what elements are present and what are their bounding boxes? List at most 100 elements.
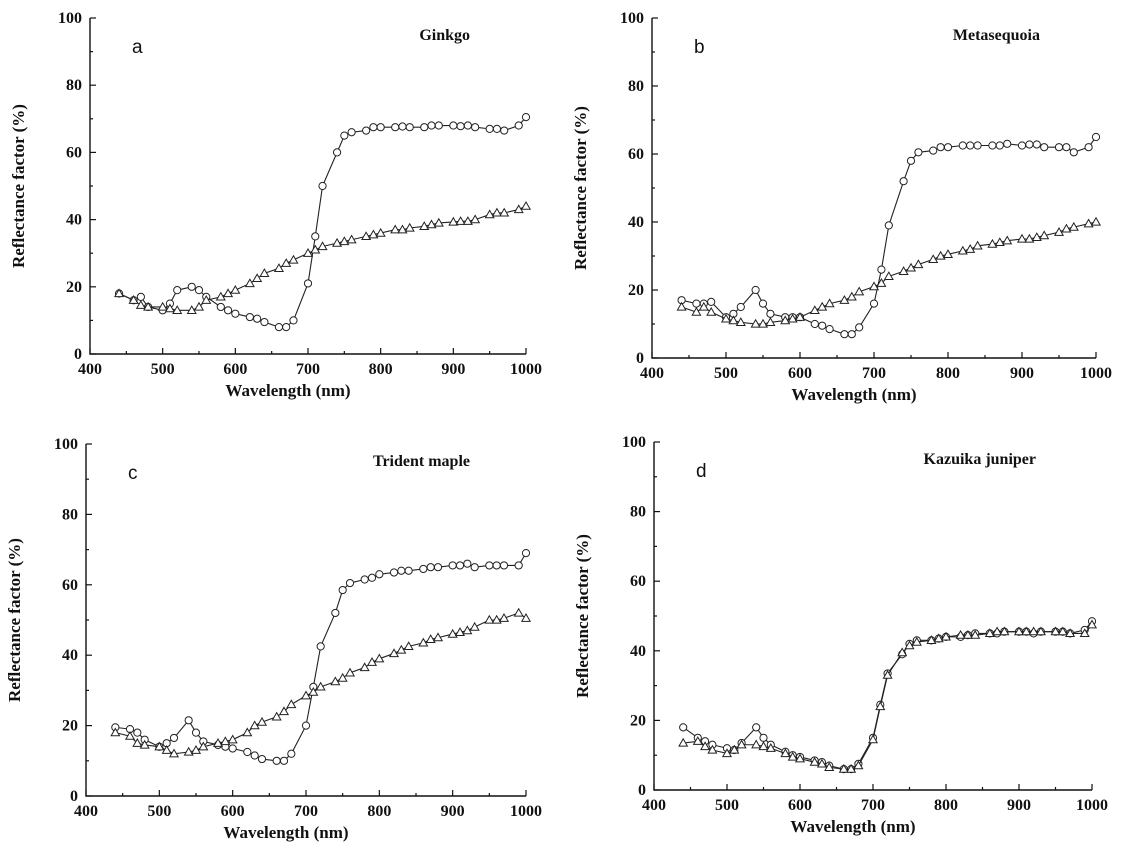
data-point-triangle [259, 268, 270, 278]
x-tick-label: 900 [441, 361, 465, 378]
data-point-triangle [838, 763, 849, 773]
data-point-triangle [491, 207, 502, 217]
data-point-circle [1025, 140, 1034, 149]
data-point-triangle [366, 657, 378, 666]
data-point-triangle [124, 730, 136, 740]
data-point-triangle [447, 628, 458, 638]
data-point-circle [736, 302, 745, 312]
data-point-triangle [794, 311, 806, 321]
data-point-triangle [244, 278, 255, 288]
data-point-triangle [330, 676, 341, 686]
data-point-circle [936, 143, 945, 152]
data-point-circle [692, 299, 701, 308]
x-tick-label: 400 [78, 361, 102, 378]
data-point-triangle [992, 626, 1003, 636]
data-point-triangle [911, 636, 922, 646]
y-tick-label: 40 [628, 214, 644, 231]
data-point-triangle [388, 648, 400, 658]
data-point-triangle [374, 653, 385, 663]
x-axis-title: Wavelength (nm) [791, 385, 916, 404]
data-point-circle [914, 148, 923, 157]
data-point-triangle [397, 224, 408, 234]
data-point-triangle [1053, 226, 1065, 236]
data-point-triangle [190, 745, 202, 754]
x-tick-label: 500 [151, 361, 175, 378]
x-tick-label: 400 [642, 797, 666, 814]
data-point-triangle [249, 720, 260, 730]
data-point-triangle [271, 711, 282, 721]
x-tick-label: 700 [862, 365, 886, 382]
data-point-circle [332, 148, 342, 157]
data-point-triangle [396, 644, 407, 654]
data-point-triangle [462, 625, 473, 635]
y-axis-title: Reflectance factor (%) [573, 534, 592, 698]
data-point-triangle [346, 234, 357, 244]
data-point-triangle [227, 734, 238, 744]
data-point-circle [1017, 141, 1027, 150]
x-tick-label: 600 [788, 365, 812, 382]
data-point-triangle [1065, 628, 1076, 638]
data-point-triangle [114, 288, 125, 298]
data-point-circle [311, 232, 320, 241]
data-point-triangle [273, 263, 284, 272]
species-title: Ginkgo [419, 27, 470, 44]
data-point-circle [287, 749, 296, 758]
data-point-circle [301, 721, 311, 730]
data-point-circle [455, 561, 465, 570]
data-point-triangle [868, 281, 880, 291]
data-point-circle [869, 299, 879, 308]
chart-panel-c: 400 500 600 700 800 900 1000 0 20 40 60 80 100 Wavele… [5, 436, 542, 842]
data-point-triangle [1057, 626, 1068, 636]
data-point-circle [367, 573, 377, 582]
data-point-triangle [1068, 221, 1079, 231]
data-point-triangle [987, 238, 998, 248]
y-tick-label: 0 [74, 346, 82, 363]
series-line-circle [115, 552, 527, 762]
data-point-triangle [172, 305, 183, 314]
data-point-circle [521, 549, 531, 558]
data-point-triangle [1002, 235, 1013, 245]
data-point-triangle [1028, 626, 1039, 636]
data-point-circle [391, 123, 400, 132]
data-point-circle [369, 123, 378, 132]
data-point-triangle [942, 249, 954, 258]
data-point-triangle [157, 301, 168, 311]
data-point-circle [943, 143, 953, 152]
data-point-circle [434, 121, 443, 130]
data-point-triangle [164, 303, 175, 313]
data-point-circle [340, 131, 349, 140]
data-point-triangle [928, 254, 939, 264]
data-point-triangle [455, 216, 466, 225]
data-point-triangle [728, 315, 739, 325]
panel-letter: d [696, 461, 707, 482]
data-point-triangle [882, 669, 893, 679]
data-point-circle [966, 141, 975, 150]
data-point-circle [906, 156, 916, 165]
data-point-triangle [520, 613, 532, 622]
data-point-triangle [736, 739, 747, 749]
data-point-triangle [361, 231, 372, 241]
data-point-circle [840, 330, 849, 339]
data-point-triangle [513, 607, 524, 617]
data-point-triangle [143, 301, 154, 311]
data-point-circle [173, 286, 182, 295]
panel-letter: c [128, 463, 138, 484]
data-point-triangle [676, 301, 687, 311]
data-point-triangle [278, 706, 290, 716]
data-point-triangle [426, 219, 437, 229]
data-point-circle [855, 323, 864, 332]
data-point-triangle [161, 745, 172, 754]
data-point-triangle [913, 259, 924, 269]
data-point-triangle [198, 741, 209, 751]
data-point-triangle [1021, 626, 1032, 636]
data-point-triangle [962, 629, 973, 639]
y-tick-label: 100 [54, 436, 78, 453]
data-point-circle [191, 728, 201, 737]
data-point-triangle [302, 247, 314, 257]
data-point-circle [1003, 139, 1012, 148]
data-point-circle [1069, 148, 1078, 157]
data-point-triangle [499, 207, 510, 217]
data-point-triangle [691, 306, 702, 316]
data-point-circle [260, 317, 269, 327]
data-point-circle [231, 309, 240, 318]
